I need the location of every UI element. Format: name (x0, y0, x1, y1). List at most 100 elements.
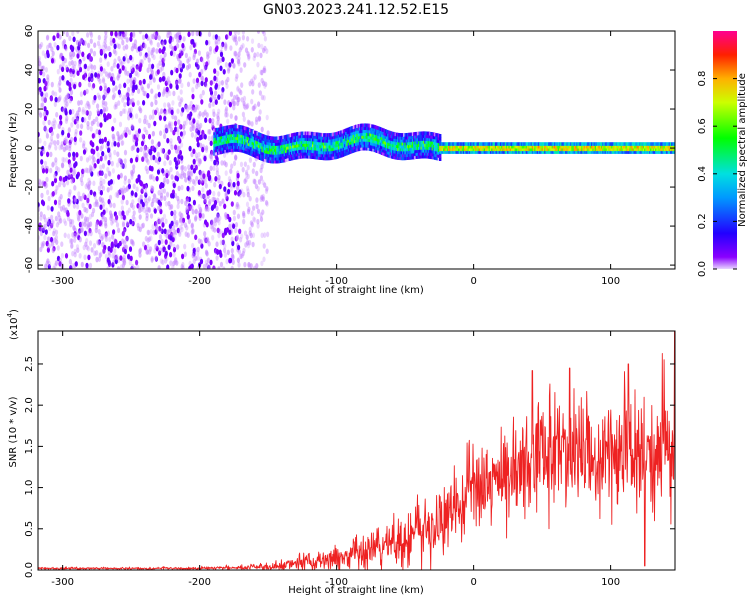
spectrogram-cell (220, 43, 224, 50)
spectrogram-cell (60, 144, 64, 150)
spectrogram-cell (160, 217, 165, 223)
spectrogram-cell (172, 182, 176, 189)
spectrogram-cell (197, 179, 201, 185)
spectrogram-cell (49, 135, 54, 141)
spectrogram-cell (82, 143, 86, 149)
spectrogram-cell (59, 193, 63, 200)
spectrogram-cell (48, 225, 52, 231)
spectrogram-cell (165, 109, 169, 115)
spectrogram-cell (117, 89, 121, 95)
spectrogram-cell (166, 137, 170, 144)
spectrogram-cell (56, 68, 60, 75)
spectrogram-cell (164, 218, 168, 225)
spectrogram-cell (130, 123, 134, 130)
spectrogram-cell (196, 250, 200, 256)
spectrogram-cell (99, 204, 103, 210)
spectrogram-cell (53, 42, 57, 48)
spectrogram-cell (134, 140, 138, 147)
spectrogram-cell (47, 236, 51, 242)
spectrogram-cell (129, 238, 134, 245)
spectrogram-cell (141, 156, 145, 162)
spectrogram-cell (197, 129, 201, 136)
spectrogram-cell (183, 251, 187, 258)
spectrogram-cell (38, 178, 41, 185)
spectrogram-cell (166, 192, 170, 198)
spectrogram-cell (243, 62, 247, 68)
spectrogram-cell (188, 71, 192, 78)
spectrogram-cell (150, 174, 154, 180)
spectrogram-cell (186, 214, 190, 220)
spectrogram-cell (200, 177, 204, 184)
spectrogram-cell (216, 70, 220, 77)
spectrogram-cell (236, 213, 241, 220)
spectrogram-cell (52, 265, 56, 269)
spectrogram-cell (159, 54, 163, 61)
spectrogram-cell (230, 163, 234, 169)
spectrogram-cell (144, 165, 148, 172)
spectrogram-cell (126, 92, 130, 98)
spectrogram-cell (45, 260, 49, 267)
spectrogram-cell (116, 75, 120, 81)
spectrogram-cell (43, 115, 48, 122)
spectrogram-cell (129, 107, 133, 113)
spectrogram-cell (164, 127, 169, 134)
spectrogram-cell (225, 195, 229, 202)
spectrogram-cell (262, 31, 266, 37)
spectrogram-cell (111, 253, 115, 259)
spectrogram-cell (106, 140, 110, 147)
spectrogram-cell (63, 232, 67, 239)
spectrogram-cell (161, 48, 165, 55)
spectrogram-cell (237, 60, 241, 67)
spectrogram-cell (207, 200, 211, 207)
spectrogram-cell (185, 207, 189, 214)
spectrogram-cell (218, 80, 222, 87)
spectrogram-cell (150, 185, 154, 191)
spectrogram-cell (202, 193, 207, 200)
spectrogram-cell (161, 148, 166, 154)
spectrogram-cell (186, 58, 190, 64)
spectrogram-cell (115, 222, 120, 228)
spectrogram-cell (147, 57, 151, 63)
spectrogram-cell (77, 45, 81, 51)
spectrogram-cell (47, 260, 51, 267)
spectrogram-cell (104, 216, 108, 223)
spectrogram-cell (209, 86, 213, 93)
spectrogram-cell (96, 152, 100, 158)
spectrogram-cell (265, 48, 269, 54)
spectrogram-cell (227, 66, 231, 72)
spectrogram-cell (67, 198, 71, 204)
svg-text:(x104): (x104) (6, 309, 20, 340)
colorbar-gradient (713, 31, 737, 269)
spectrogram-cell (200, 193, 204, 199)
spectrogram-cell (180, 111, 184, 117)
spectrogram-cell (157, 140, 161, 147)
spectrogram-cell (123, 108, 127, 114)
spectrogram-cell (211, 101, 215, 107)
spectrogram-x-tick-label: -200 (188, 276, 211, 287)
spectrogram-cell (62, 218, 67, 224)
spectrogram-cell (253, 265, 257, 269)
spectrogram-cell (233, 34, 238, 40)
spectrogram-cell (185, 115, 190, 121)
spectrogram-cell (83, 90, 87, 96)
spectrogram-cell (243, 161, 247, 167)
spectrogram-cell (70, 171, 74, 178)
spectrogram-cell (181, 63, 185, 69)
spectrogram-cell (234, 115, 238, 121)
spectrogram-cell (121, 140, 125, 146)
spectrogram-cell (217, 219, 221, 226)
spectrogram-cell (59, 206, 64, 212)
spectrogram-cell (116, 151, 120, 157)
spectrogram-cell (184, 104, 188, 111)
spectrogram-cell (82, 244, 86, 251)
spectrogram-cell (114, 50, 118, 56)
spectrogram-cell (40, 159, 44, 165)
spectrogram-cell (54, 96, 58, 103)
spectrogram-cell (251, 168, 255, 174)
spectrogram-cell (62, 181, 66, 188)
spectrogram-cell (79, 176, 83, 183)
spectrogram-cell (223, 247, 227, 254)
spectrogram-cell (84, 183, 88, 190)
spectrogram-cell (155, 143, 159, 150)
spectrogram-cell (120, 205, 124, 211)
